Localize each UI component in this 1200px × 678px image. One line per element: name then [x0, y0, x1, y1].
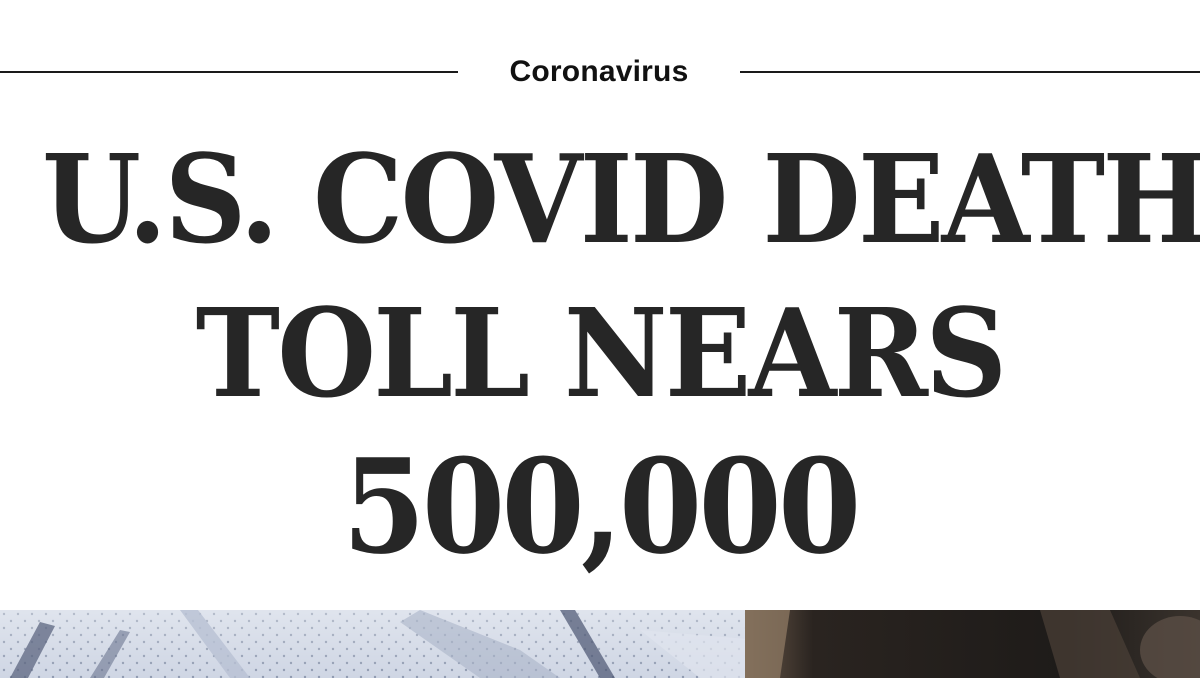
headline-line-2: TOLL NEARS — [195, 281, 1008, 425]
headline-line-3: 500,000 — [342, 430, 861, 583]
lead-photo-image — [0, 610, 1200, 678]
section-kicker-row: Coronavirus — [0, 52, 1200, 92]
headline-line-1: U.S. COVID DEATH — [42, 127, 1200, 271]
kicker-rule-right — [740, 71, 1200, 73]
lead-photo — [0, 610, 1200, 678]
kicker-rule-left — [0, 71, 458, 73]
section-kicker-link[interactable]: Coronavirus — [509, 55, 689, 88]
headline: U.S. COVID DEATH TOLL NEARS 500,000 — [0, 122, 1200, 584]
